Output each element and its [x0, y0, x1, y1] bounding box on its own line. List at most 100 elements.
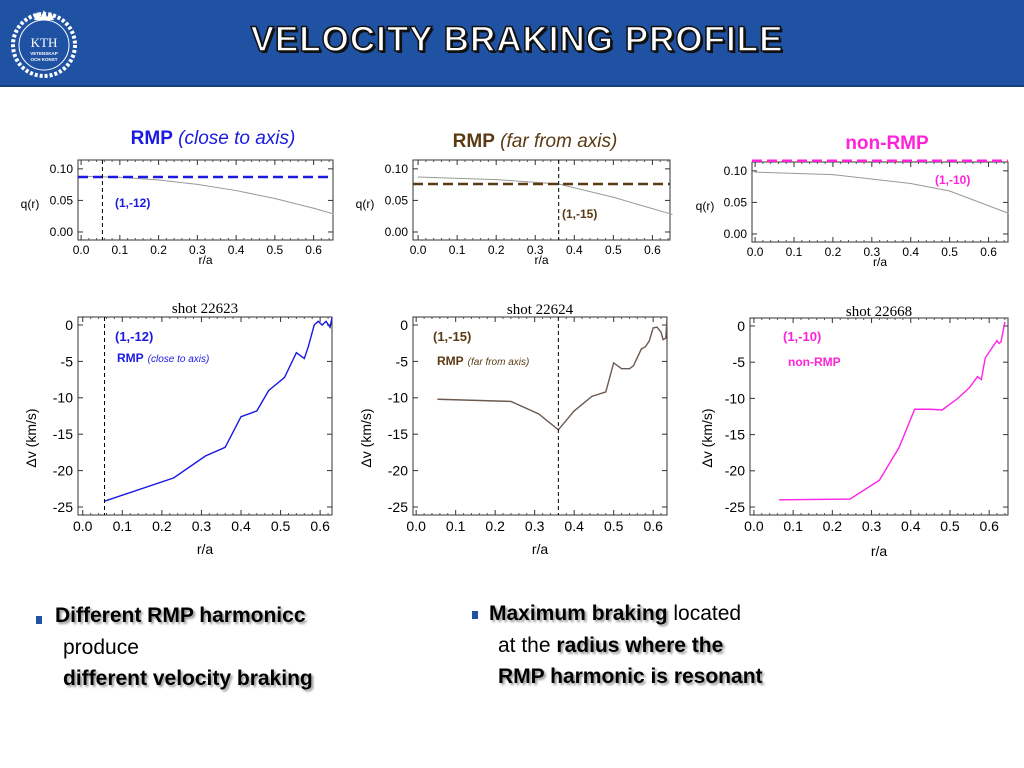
y-tick-label: 0.05	[724, 196, 748, 210]
data-point	[1004, 321, 1006, 323]
data-point	[984, 357, 986, 359]
x-axis-label: r/a	[532, 541, 549, 557]
y-tick-label: -5	[61, 353, 74, 369]
bullet-right-line2: at the radius where the	[498, 634, 723, 658]
data-point	[196, 183, 198, 185]
y-tick-label: -25	[388, 499, 408, 515]
data-point	[1000, 341, 1002, 343]
x-tick-label: 0.1	[786, 245, 803, 259]
x-tick-label: 0.2	[152, 518, 172, 534]
bullet-left-line3: different velocity braking	[63, 667, 313, 691]
x-tick-label: 0.1	[783, 518, 803, 534]
panel-title-bold: RMP	[130, 128, 173, 149]
x-tick-label: 0.0	[410, 243, 427, 257]
bullet-left-line2: produce	[63, 636, 139, 660]
data-point	[980, 378, 982, 381]
panel-title-bold: RMP	[452, 131, 495, 152]
x-tick-label: 0.6	[980, 245, 997, 259]
annotation-text: (1,-15)	[433, 329, 471, 344]
y-tick-label: 0.05	[385, 194, 409, 208]
bullet-text: produce	[63, 636, 139, 659]
annotation-text: (1,-10)	[935, 173, 970, 187]
x-tick-label: 0.3	[862, 518, 882, 534]
x-tick-label: 0.1	[113, 518, 133, 534]
data-point	[307, 346, 309, 348]
data-point	[640, 348, 642, 350]
data-point	[1007, 212, 1009, 214]
chart-title: shot 22623	[172, 301, 238, 317]
y-tick-label: -20	[53, 462, 73, 478]
plot-frame	[412, 316, 668, 516]
x-tick-label: 0.5	[604, 518, 624, 534]
data-point	[832, 174, 834, 176]
data-line-shot-22623	[104, 317, 333, 502]
data-point	[325, 320, 327, 322]
x-tick-label: 0.6	[305, 243, 322, 257]
data-point	[754, 171, 756, 173]
data-point	[996, 339, 998, 342]
y-tick-label: -5	[733, 354, 746, 370]
data-point	[204, 455, 206, 457]
x-tick-label: 0.5	[605, 243, 622, 257]
x-tick-label: 0.1	[449, 243, 466, 257]
data-point	[612, 196, 614, 198]
data-point	[949, 190, 951, 192]
data-point	[313, 324, 315, 326]
y-tick-label: 0	[400, 317, 408, 333]
y-axis-label: Δv (km/s)	[23, 408, 39, 467]
x-tick-label: 0.2	[825, 245, 842, 259]
annotation-text: (1,-12)	[115, 196, 150, 210]
data-point	[778, 499, 781, 501]
x-tick-label: 0.2	[823, 518, 843, 534]
data-point	[976, 376, 979, 378]
x-tick-label: 0.2	[488, 243, 505, 257]
data-point	[329, 326, 331, 328]
x-tick-label: 0.3	[527, 243, 544, 257]
data-line-q-profile	[418, 176, 673, 215]
data-point	[158, 179, 160, 181]
x-tick-label: 0.3	[863, 245, 880, 259]
data-point	[240, 416, 242, 418]
data-point	[313, 207, 315, 209]
y-tick-label: 0.10	[385, 162, 409, 176]
data-point	[628, 368, 631, 370]
y-tick-label: -15	[725, 427, 745, 443]
data-point	[591, 395, 593, 397]
x-tick-label: 0.0	[406, 518, 426, 534]
annotation-italic: (far from axis)	[468, 357, 530, 368]
annotation-text: (1,-12)	[115, 329, 153, 344]
x-tick-label: 0.4	[901, 518, 921, 534]
data-point	[998, 342, 1000, 344]
x-tick-label: 0.4	[564, 518, 584, 534]
x-tick-label: 0.5	[941, 245, 958, 259]
y-tick-label: -10	[53, 390, 73, 406]
svg-text:KTH: KTH	[31, 35, 58, 50]
data-point	[914, 408, 916, 410]
data-point	[665, 337, 667, 339]
data-point	[656, 326, 658, 328]
x-tick-label: 0.0	[747, 245, 764, 259]
data-point	[648, 340, 650, 342]
y-axis-label: q(r)	[356, 197, 375, 211]
data-point	[331, 317, 333, 319]
y-axis-label: q(r)	[21, 197, 40, 211]
y-tick-label: 0.00	[724, 227, 748, 241]
data-point	[898, 447, 900, 449]
y-tick-label: 0.00	[385, 225, 409, 239]
annotation-text: non-RMP	[788, 355, 841, 369]
x-tick-label: 0.6	[310, 518, 330, 534]
bullet-right-line1: Maximum braking located	[489, 602, 741, 626]
svg-text:VETENSKAP: VETENSKAP	[30, 51, 58, 56]
x-tick-label: 0.0	[744, 518, 764, 534]
data-point	[968, 386, 971, 389]
x-tick-label: 0.5	[267, 243, 284, 257]
y-tick-label: -5	[396, 353, 409, 369]
chart-title: shot 22668	[846, 304, 912, 320]
y-tick-label: 0	[65, 317, 73, 333]
x-tick-label: 0.5	[940, 518, 960, 534]
data-point	[224, 446, 226, 448]
annotation-text: RMP	[437, 354, 464, 368]
bullet-text-bold: different velocity braking	[63, 667, 313, 690]
bullet-left-line1: Different RMP harmonicc	[55, 604, 306, 628]
